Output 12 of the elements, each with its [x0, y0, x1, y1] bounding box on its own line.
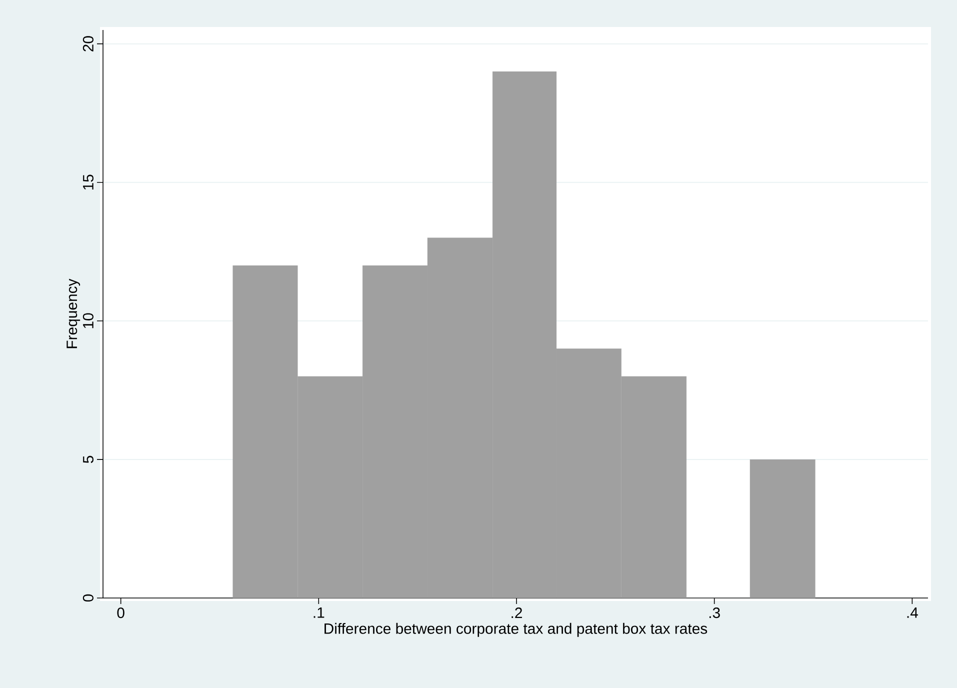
x-tick-label: .1	[314, 608, 324, 618]
x-tick-label: 0	[117, 608, 124, 618]
y-tick-label: 0	[82, 594, 94, 602]
x-tick-label: .4	[907, 608, 918, 618]
x-axis-title: Difference between corporate tax and patent box tax rates	[324, 622, 708, 637]
y-axis-title: Frequency	[66, 278, 80, 348]
y-tick-label: 20	[82, 36, 94, 52]
y-tick-label: 5	[83, 456, 94, 464]
y-tick-label: 15	[83, 174, 94, 190]
x-tick-label: .2	[512, 608, 522, 618]
y-tick-label: 10	[82, 313, 94, 328]
x-tick-label: .3	[709, 608, 720, 618]
